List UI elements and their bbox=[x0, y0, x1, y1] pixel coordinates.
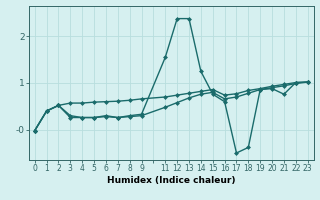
X-axis label: Humidex (Indice chaleur): Humidex (Indice chaleur) bbox=[107, 176, 236, 185]
